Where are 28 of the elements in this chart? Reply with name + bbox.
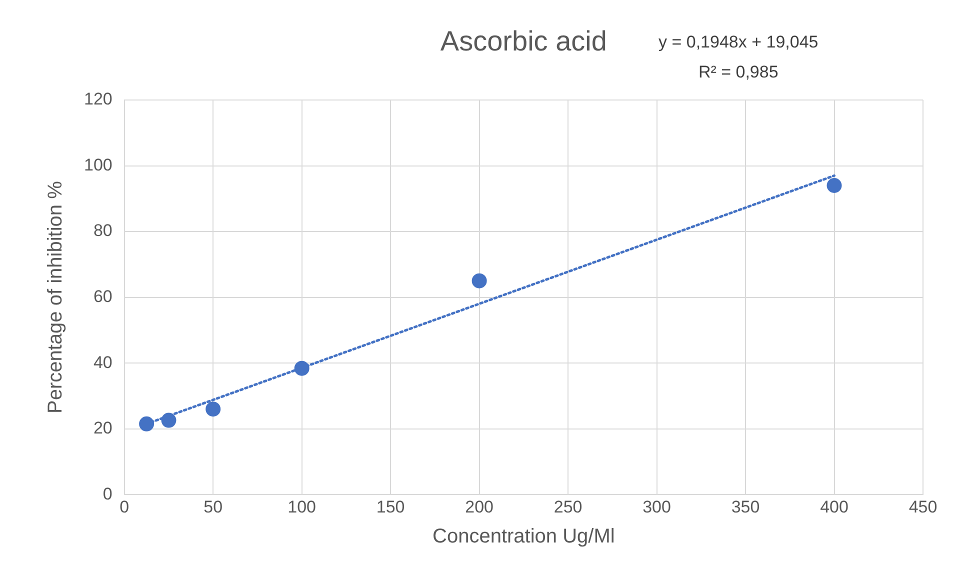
y-tick-label: 120 [84,90,112,109]
y-tick-label: 60 [93,286,112,306]
x-tick-label: 450 [908,497,938,516]
x-axis-title: Concentration Ug/Ml [432,526,615,548]
x-tick-label: 50 [204,497,223,516]
point [206,402,221,417]
point [161,412,176,428]
x-tick-label: 100 [288,497,316,516]
x-tick-label: 250 [554,497,582,516]
x-tick-label: 350 [731,497,760,516]
y-tick-label: 20 [93,418,112,438]
y-tick-label: 100 [84,155,112,174]
point [826,178,842,193]
x-tick-label: 200 [465,497,494,516]
x-tick-label: 400 [820,497,848,516]
x-tick-label: 300 [642,497,671,516]
chart-title: Ascorbic acid [440,26,607,57]
x-tick-label: 0 [120,497,130,516]
y-axis-title: Percentage of inhibition % [44,180,67,414]
y-tick-label: 40 [93,352,112,372]
point [472,273,487,288]
text: y = 0,1948x + 19,045 [658,32,818,52]
point [294,360,310,376]
y-tick-label: 80 [93,221,112,240]
point [139,416,154,432]
y-tick-label: 0 [102,484,112,504]
x-tick-label: 150 [376,497,405,516]
text: R² = 0,985 [698,62,778,82]
